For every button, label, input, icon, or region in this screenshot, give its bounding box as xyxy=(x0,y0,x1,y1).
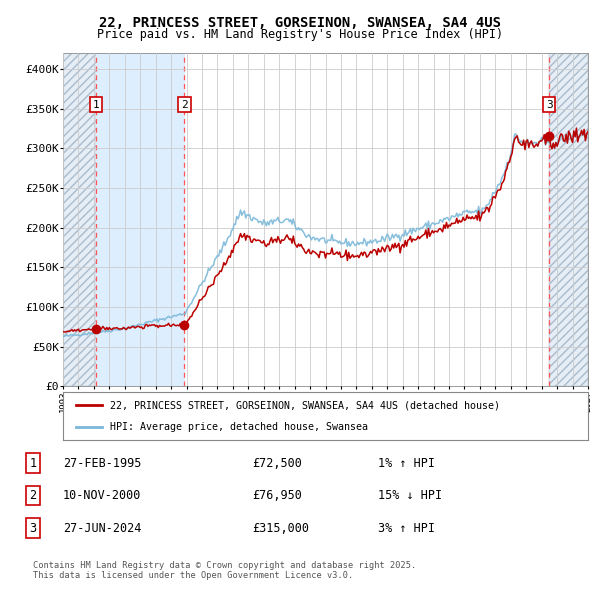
Text: 22, PRINCESS STREET, GORSEINON, SWANSEA, SA4 4US: 22, PRINCESS STREET, GORSEINON, SWANSEA,… xyxy=(99,16,501,30)
Text: £315,000: £315,000 xyxy=(252,522,309,535)
Text: 15% ↓ HPI: 15% ↓ HPI xyxy=(378,489,442,502)
Bar xyxy=(63,53,96,386)
Bar xyxy=(549,53,588,386)
Text: 2: 2 xyxy=(181,100,188,110)
Bar xyxy=(549,53,588,386)
Text: HPI: Average price, detached house, Swansea: HPI: Average price, detached house, Swan… xyxy=(110,422,368,432)
Text: 27-JUN-2024: 27-JUN-2024 xyxy=(63,522,142,535)
Bar xyxy=(63,53,96,386)
Text: 3: 3 xyxy=(546,100,553,110)
Bar xyxy=(96,53,184,386)
Text: 10-NOV-2000: 10-NOV-2000 xyxy=(63,489,142,502)
Text: 1: 1 xyxy=(93,100,100,110)
Text: 3% ↑ HPI: 3% ↑ HPI xyxy=(378,522,435,535)
Text: 27-FEB-1995: 27-FEB-1995 xyxy=(63,457,142,470)
Text: 22, PRINCESS STREET, GORSEINON, SWANSEA, SA4 4US (detached house): 22, PRINCESS STREET, GORSEINON, SWANSEA,… xyxy=(110,400,500,410)
Text: £72,500: £72,500 xyxy=(252,457,302,470)
Text: £76,950: £76,950 xyxy=(252,489,302,502)
Text: Price paid vs. HM Land Registry's House Price Index (HPI): Price paid vs. HM Land Registry's House … xyxy=(97,28,503,41)
Text: 1: 1 xyxy=(29,457,37,470)
Text: 2: 2 xyxy=(29,489,37,502)
Text: 1% ↑ HPI: 1% ↑ HPI xyxy=(378,457,435,470)
Text: Contains HM Land Registry data © Crown copyright and database right 2025.
This d: Contains HM Land Registry data © Crown c… xyxy=(33,560,416,580)
Text: 3: 3 xyxy=(29,522,37,535)
